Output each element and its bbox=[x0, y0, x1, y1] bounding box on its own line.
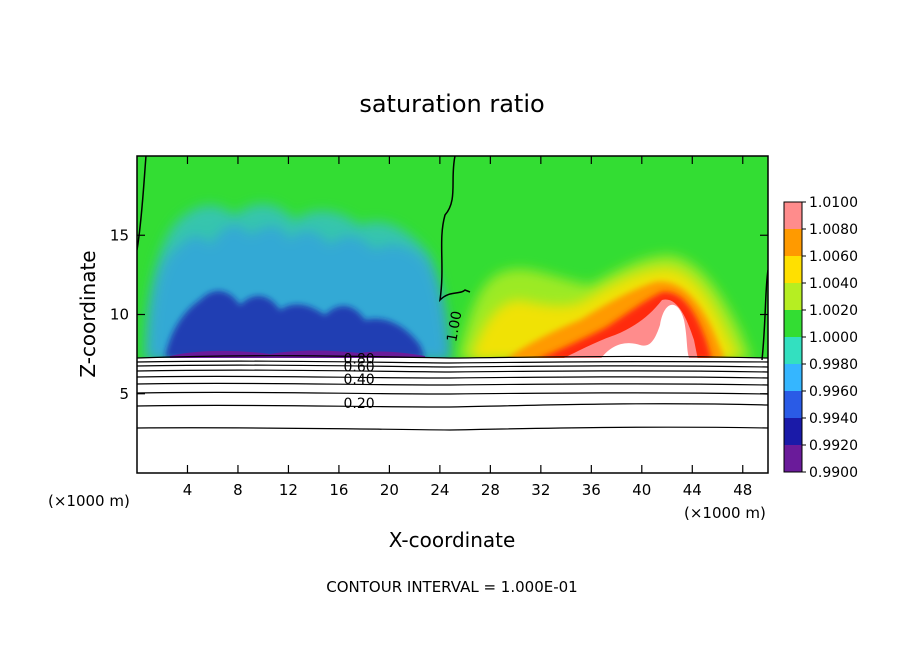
colorbar-swatch bbox=[784, 229, 802, 256]
colorbar-swatch bbox=[784, 418, 802, 445]
x-axis: 4 8 12 16 20 24 28 32 36 40 44 48 bbox=[183, 156, 752, 499]
x-tick-label: 16 bbox=[329, 481, 348, 499]
x-axis-label: X-coordinate bbox=[389, 528, 516, 552]
contour-line-9 bbox=[137, 426, 768, 431]
contour-line-4 bbox=[137, 369, 768, 373]
colorbar-swatch bbox=[784, 364, 802, 391]
x-tick-label: 12 bbox=[279, 481, 298, 499]
y-tick-label: 15 bbox=[110, 226, 129, 244]
y-unit-label: (×1000 m) bbox=[48, 492, 130, 510]
x-tick-label: 32 bbox=[531, 481, 550, 499]
x-unit-label: (×1000 m) bbox=[684, 504, 766, 522]
colorbar-swatch bbox=[784, 310, 802, 337]
colorbar-label: 0.9940 bbox=[809, 411, 858, 427]
chart-title: saturation ratio bbox=[359, 90, 544, 118]
x-tick-label: 20 bbox=[380, 481, 399, 499]
contour-label: 0.20 bbox=[344, 396, 375, 412]
contour-line-upper-right bbox=[761, 269, 768, 361]
plot-area bbox=[137, 156, 768, 473]
colorbar-label: 1.0080 bbox=[809, 222, 858, 238]
x-tick-label: 24 bbox=[430, 481, 449, 499]
contour-label: 0.40 bbox=[344, 372, 375, 388]
colorbar-label: 1.0100 bbox=[809, 195, 858, 211]
x-tick-label: 4 bbox=[183, 481, 193, 499]
colorbar-swatch bbox=[784, 337, 802, 364]
contour-line-8 bbox=[137, 403, 768, 408]
contour-line-1 bbox=[137, 355, 768, 359]
y-tick-label: 5 bbox=[119, 385, 129, 403]
contour-line-upper bbox=[438, 156, 471, 303]
contour-line-upper-left bbox=[137, 156, 147, 251]
colorbar-label: 0.9900 bbox=[809, 465, 858, 481]
contour-line-5 bbox=[137, 375, 768, 379]
contour-line-7 bbox=[137, 391, 768, 395]
colorbar-label: 0.9960 bbox=[809, 384, 858, 400]
x-tick-label: 40 bbox=[632, 481, 651, 499]
x-tick-label: 28 bbox=[481, 481, 500, 499]
y-axis-label: Z-coordinate bbox=[76, 250, 100, 377]
colorbar: 0.9900 0.9920 0.9940 0.9960 0.9980 1.0000 1.00… bbox=[783, 195, 858, 481]
colorbar-swatch bbox=[784, 256, 802, 283]
x-tick-label: 36 bbox=[582, 481, 601, 499]
contour-label: 1.00 bbox=[444, 310, 465, 343]
colorbar-label: 1.0060 bbox=[809, 249, 858, 265]
field-left-deep bbox=[165, 290, 425, 358]
field-plume-core bbox=[600, 304, 690, 360]
x-tick-label: 44 bbox=[683, 481, 702, 499]
colorbar-label: 0.9920 bbox=[809, 438, 858, 454]
colorbar-swatch bbox=[784, 391, 802, 418]
colorbar-label: 1.0040 bbox=[809, 276, 858, 292]
contour-label: 0.60 bbox=[344, 360, 375, 376]
field-lower bbox=[137, 358, 768, 473]
contour-line-2 bbox=[137, 360, 768, 364]
x-tick-label: 48 bbox=[733, 481, 752, 499]
contour-label: 0.80 bbox=[344, 352, 375, 368]
colorbar-label: 1.0000 bbox=[809, 330, 858, 346]
colorbar-label: 1.0020 bbox=[809, 303, 858, 319]
colorbar-swatch bbox=[784, 202, 802, 229]
y-tick-label: 10 bbox=[110, 306, 129, 324]
y-axis: 5 10 15 bbox=[110, 226, 768, 403]
contour-interval-note: CONTOUR INTERVAL = 1.000E-01 bbox=[326, 578, 577, 596]
contour-line-6 bbox=[137, 382, 768, 386]
x-tick-label: 8 bbox=[233, 481, 243, 499]
contour-labels: 1.00 0.800.600.40 0.20 bbox=[344, 310, 466, 412]
contour-line-3 bbox=[137, 364, 768, 368]
colorbar-swatch bbox=[784, 445, 802, 472]
colorbar-swatch bbox=[784, 283, 802, 310]
colorbar-label: 0.9980 bbox=[809, 357, 858, 373]
